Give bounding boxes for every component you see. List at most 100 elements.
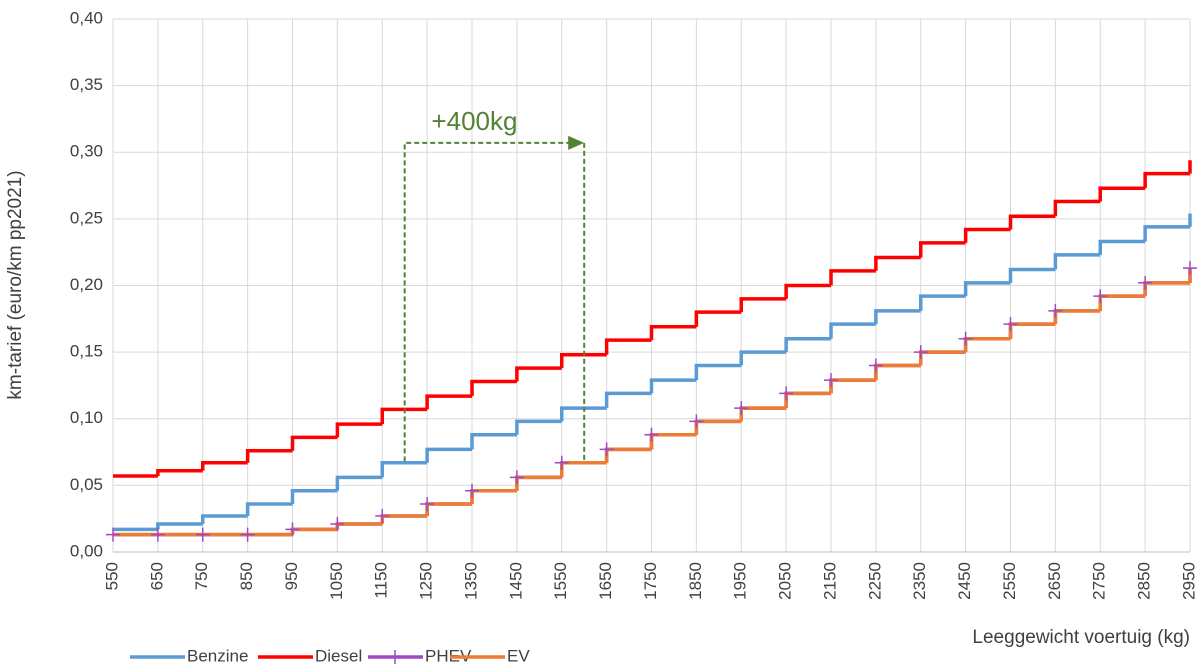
x-tick-label: 1150	[372, 562, 391, 599]
step-segment	[515, 419, 562, 435]
step-segment	[649, 325, 697, 341]
step-segment	[560, 460, 607, 478]
step-segment	[739, 406, 787, 422]
step-segment	[829, 269, 876, 286]
x-tick-label: 850	[237, 562, 256, 590]
marker	[1138, 275, 1153, 290]
x-tick-label: 1650	[596, 562, 615, 600]
marker	[195, 527, 210, 542]
marker	[554, 455, 569, 470]
x-tick-label: 2050	[776, 562, 795, 600]
step-segment	[290, 435, 338, 451]
step-segment	[380, 514, 428, 525]
marker	[868, 358, 883, 373]
step-segment	[739, 350, 787, 366]
step-segment	[245, 502, 293, 517]
marker	[689, 414, 704, 429]
marker	[824, 373, 838, 388]
step-segment	[470, 488, 517, 505]
step-segment	[829, 378, 876, 394]
step-segment	[963, 337, 1011, 353]
step-segment	[425, 502, 472, 517]
step-segment	[739, 297, 787, 313]
step-segment	[425, 502, 472, 517]
x-tick-label: 1850	[686, 562, 705, 600]
step-segment	[1053, 253, 1101, 270]
legend-label: EV	[507, 646, 530, 665]
step-segment	[784, 283, 831, 299]
step-segment	[919, 350, 966, 366]
step-segment	[1053, 309, 1101, 325]
x-tick-label: 2650	[1045, 562, 1064, 600]
legend-label: Diesel	[315, 646, 362, 665]
step-segment	[560, 353, 607, 369]
step-segment	[604, 447, 652, 463]
marker	[1003, 317, 1018, 332]
step-segment	[829, 378, 876, 394]
annotation-bracket	[403, 141, 586, 462]
marker	[1183, 261, 1197, 276]
marker	[913, 345, 928, 360]
marker	[644, 427, 659, 442]
step-segment	[1053, 309, 1101, 325]
step-segment	[245, 448, 293, 463]
y-tick-label: 0,05	[70, 475, 103, 494]
step-segment	[829, 322, 876, 339]
y-axis-label: km-tarief (euro/km pp2021)	[5, 170, 26, 399]
step-segment	[1098, 239, 1146, 255]
x-tick-label: 950	[282, 562, 301, 590]
step-segment	[874, 255, 921, 271]
x-tick-label: 1050	[327, 562, 346, 600]
step-segment	[919, 294, 966, 311]
marker	[285, 522, 300, 537]
step-segment	[290, 488, 338, 505]
step-segment	[290, 527, 338, 535]
legend-marker	[388, 650, 402, 664]
step-segment	[425, 447, 472, 463]
x-tick-label: 2850	[1135, 562, 1154, 600]
marker	[420, 497, 435, 512]
marker	[599, 442, 614, 457]
step-segment	[874, 363, 921, 381]
y-tick-label: 0,15	[70, 342, 103, 361]
step-segment	[784, 337, 831, 353]
marker	[1048, 303, 1063, 318]
step-segment	[963, 227, 1011, 243]
step-segment	[560, 460, 607, 478]
step-segment	[1098, 186, 1146, 202]
x-tick-label: 2550	[1000, 562, 1019, 600]
x-tick-label: 2750	[1090, 562, 1109, 600]
y-tick-label: 0,00	[70, 541, 103, 560]
x-tick-label: 1450	[506, 562, 525, 600]
marker	[779, 386, 794, 401]
x-tick-label: 750	[192, 562, 211, 590]
step-segment	[649, 432, 697, 450]
step-segment	[1008, 214, 1056, 230]
x-tick-label: 2450	[955, 562, 974, 600]
marker	[106, 527, 120, 542]
y-tick-label: 0,25	[70, 208, 103, 227]
y-tick-label: 0,30	[70, 142, 103, 161]
step-segment	[963, 281, 1011, 297]
step-segment	[784, 391, 831, 409]
step-segment	[784, 391, 831, 409]
step-segment	[694, 419, 742, 435]
step-segment	[380, 460, 428, 478]
step-segment	[1143, 281, 1190, 297]
step-segment	[874, 309, 921, 325]
step-segment	[335, 475, 383, 491]
x-tick-label: 2950	[1179, 562, 1198, 600]
step-segment	[1143, 171, 1190, 189]
step-segment	[649, 432, 697, 450]
step-segment	[694, 363, 742, 381]
marker	[330, 517, 345, 532]
marker	[150, 527, 165, 542]
marker	[734, 401, 749, 416]
step-segment	[201, 514, 248, 525]
x-tick-label: 1250	[417, 562, 436, 600]
marker	[509, 470, 524, 485]
step-segment	[604, 391, 652, 409]
y-tick-label: 0,40	[70, 8, 103, 27]
step-segment	[649, 378, 697, 394]
